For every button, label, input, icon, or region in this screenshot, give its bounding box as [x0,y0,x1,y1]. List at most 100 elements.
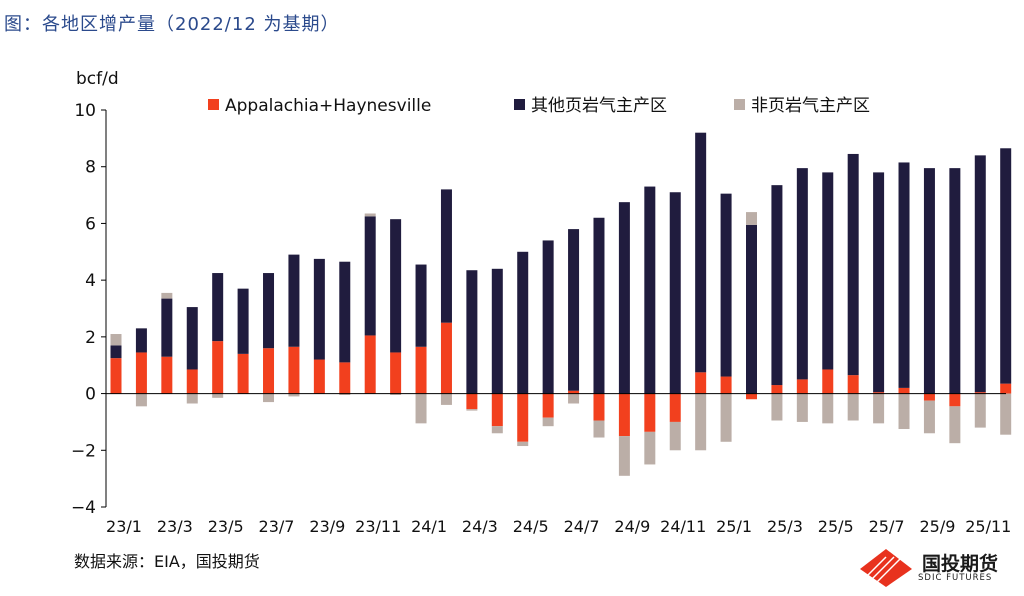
legend-swatch-appalachia [208,99,219,110]
x-tick-label: 25/5 [818,517,854,536]
bar-non-shale [644,431,656,465]
bar-other-shale [440,189,452,323]
bar-appalachia-haynesville [263,348,275,394]
bar-appalachia-haynesville [212,341,224,394]
legend-label-non-shale: 非页岩气主产区 [751,96,870,116]
bar-non-shale [212,393,224,398]
bar-other-shale [517,251,529,394]
bar-non-shale [593,420,605,438]
bar-appalachia-haynesville [644,393,656,432]
bar-appalachia-haynesville [923,393,935,401]
bar-non-shale [822,393,834,424]
bar-non-shale [898,393,910,430]
bar-appalachia-haynesville [542,393,554,418]
bar-appalachia-haynesville [593,393,605,421]
bar-appalachia-haynesville [491,393,503,427]
bar-appalachia-haynesville [390,352,402,394]
bar-other-shale [644,186,656,394]
bar-non-shale [1000,393,1012,435]
bar-other-shale [695,132,707,373]
y-tick-label: 4 [85,271,96,291]
y-tick-label: 6 [85,214,96,234]
legend: Appalachia+Haynesville 其他页岩气主产区 非页岩气主产区 [208,96,870,116]
x-tick-label: 24/5 [513,517,549,536]
x-tick-label: 23/9 [309,517,345,536]
bar-other-shale [288,254,300,347]
x-tick-label: 24/3 [462,517,498,536]
bar-appalachia-haynesville [618,393,630,437]
y-tick-label: −4 [71,498,96,518]
x-tick-label: 24/11 [660,517,706,536]
logo-mark-icon [860,549,912,587]
bar-non-shale [466,409,478,411]
bar-non-shale [440,393,452,405]
x-tick-label: 23/7 [259,517,295,536]
x-tick-label: 24/9 [614,517,650,536]
bar-appalachia-haynesville [313,359,325,394]
x-tick-label: 25/7 [869,517,905,536]
bar-non-shale [873,393,885,424]
legend-label-other-shale: 其他页岩气主产区 [531,96,667,116]
bar-other-shale [364,216,376,336]
bar-other-shale [390,219,402,353]
bar-non-shale [135,393,147,407]
figure-title: 图：各地区增产量（2022/12 为基期） [4,14,340,35]
bar-non-shale [974,393,986,428]
bar-non-shale [415,393,427,424]
bar-other-shale [746,224,757,394]
bar-other-shale [771,185,783,386]
bar-other-shale [339,261,351,363]
bar-non-shale [186,393,198,404]
bar-non-shale [669,421,681,451]
x-tick-label: 24/7 [564,517,600,536]
bar-other-shale [720,193,732,377]
bar-non-shale [110,334,122,346]
bar-other-shale [161,298,173,357]
legend-label-appalachia: Appalachia+Haynesville [225,96,431,116]
bar-appalachia-haynesville [568,390,580,394]
bar-appalachia-haynesville [873,392,885,394]
bar-other-shale [110,345,122,359]
bar-appalachia-haynesville [847,375,859,394]
bar-other-shale [847,153,859,376]
bar-appalachia-haynesville [949,393,961,407]
bar-other-shale [212,273,224,342]
bar-appalachia-haynesville [186,369,198,394]
bar-non-shale [720,393,732,442]
bar-other-shale [1000,148,1012,384]
bar-non-shale [746,212,757,225]
bar-non-shale [923,400,935,434]
bar-appalachia-haynesville [746,393,757,400]
bar-appalachia-haynesville [695,372,707,394]
bar-other-shale [313,258,325,360]
x-tick-label: 23/3 [157,517,193,536]
logo-text-cn: 国投期货 [922,553,999,575]
bar-other-shale [263,273,275,349]
bar-appalachia-haynesville [237,353,249,394]
bar-non-shale [949,406,961,444]
bar-appalachia-haynesville [771,385,783,394]
bar-non-shale [542,417,554,427]
bars-group [110,132,1012,476]
x-tick-label: 25/9 [919,517,955,536]
bar-appalachia-haynesville [974,392,986,394]
legend-swatch-non-shale [734,99,745,110]
bar-other-shale [669,192,681,394]
y-tick-label: 2 [85,328,96,348]
x-tick-label: 24/1 [411,517,447,536]
bar-other-shale [466,270,478,394]
bar-appalachia-haynesville [796,379,808,394]
bar-appalachia-haynesville [415,346,427,394]
y-axis: −4 −2 0 2 4 6 8 10 [71,101,107,518]
y-tick-label: −2 [71,441,96,461]
x-tick-label: 23/1 [106,517,142,536]
bar-appalachia-haynesville [669,393,681,422]
bar-other-shale [974,155,986,393]
bar-non-shale [568,393,580,404]
bar-other-shale [796,168,808,380]
bar-appalachia-haynesville [822,369,834,394]
bar-other-shale [491,268,503,394]
bar-appalachia-haynesville [288,346,300,394]
bar-appalachia-haynesville [1000,383,1012,394]
